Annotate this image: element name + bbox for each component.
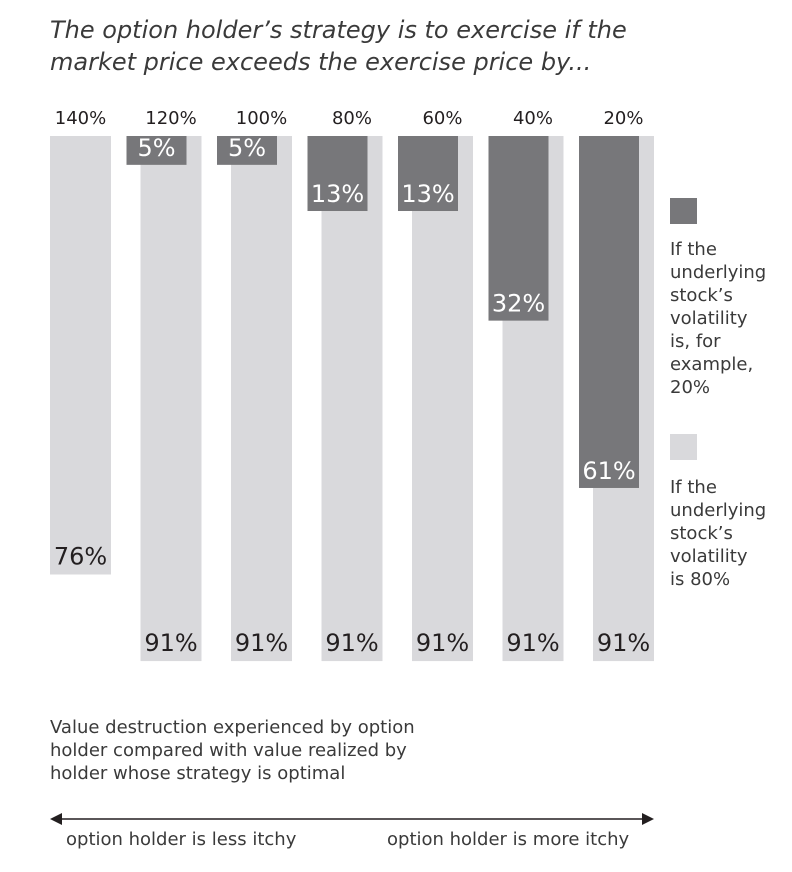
category-label: 80% bbox=[332, 108, 372, 129]
light-bar-value-label: 91% bbox=[597, 629, 650, 657]
dark-bar bbox=[579, 136, 639, 488]
dark-bar-value-label: 5% bbox=[137, 134, 175, 162]
legend-swatch-dark bbox=[670, 198, 697, 224]
legend-light-line: is 80% bbox=[670, 569, 731, 590]
axis-arrow-left-head bbox=[50, 813, 62, 825]
bars-layer: 140% 76% 120% 91% 5% 100% 91% 5% 80% 91% 13% 60% 91%… bbox=[50, 108, 654, 662]
category-label: 120% bbox=[145, 108, 196, 129]
dark-bar bbox=[217, 136, 277, 165]
legend-text-dark: If the underlying stock’s volatility is,… bbox=[670, 238, 785, 399]
legend-swatch-light bbox=[670, 434, 697, 460]
legend-dark-line: If the bbox=[670, 239, 717, 260]
light-bar bbox=[231, 136, 292, 662]
caption-line: holder whose strategy is optimal bbox=[50, 763, 346, 784]
dark-bar-value-label: 5% bbox=[228, 134, 266, 162]
itchiness-axis-arrow bbox=[50, 813, 654, 825]
legend-dark-line: example, bbox=[670, 354, 754, 375]
legend-text-light: If the underlying stock’s volatility is … bbox=[670, 476, 785, 591]
more-itchy-label: option holder is more itchy bbox=[387, 829, 630, 850]
dark-bar bbox=[488, 136, 549, 321]
legend-dark-line: volatility bbox=[670, 308, 748, 329]
chart-title: The option holder’s strategy is to exerc… bbox=[50, 14, 690, 78]
dark-bar bbox=[126, 136, 187, 165]
light-bar bbox=[412, 136, 473, 662]
light-bar bbox=[140, 136, 202, 662]
dark-bar bbox=[307, 136, 368, 212]
legend-dark-line: is, for bbox=[670, 331, 721, 352]
light-bar bbox=[321, 136, 383, 662]
light-bar-value-label: 91% bbox=[325, 629, 378, 657]
light-bar-value-label: 91% bbox=[235, 629, 288, 657]
legend-light-line: volatility bbox=[670, 546, 748, 567]
legend-light-line: underlying bbox=[670, 500, 767, 521]
legend-light-line: stock’s bbox=[670, 523, 733, 544]
chart-title-line-2: market price exceeds the exercise price … bbox=[50, 48, 592, 76]
dark-bar-value-label: 13% bbox=[311, 180, 364, 208]
less-itchy-label: option holder is less itchy bbox=[66, 829, 297, 850]
legend-light-line: If the bbox=[670, 477, 717, 498]
value-destruction-caption: Value destruction experienced by option … bbox=[50, 716, 470, 785]
chart-title-line-1: The option holder’s strategy is to exerc… bbox=[50, 16, 627, 44]
legend-dark-line: underlying bbox=[670, 262, 767, 283]
light-bar-value-label: 91% bbox=[144, 629, 197, 657]
dark-bar-value-label: 61% bbox=[582, 457, 635, 485]
category-label: 60% bbox=[422, 108, 462, 129]
axis-arrow-right-head bbox=[642, 813, 654, 825]
light-bar-value-label: 91% bbox=[416, 629, 469, 657]
category-label: 140% bbox=[55, 108, 106, 129]
light-bar bbox=[50, 136, 111, 575]
dark-bar-value-label: 32% bbox=[492, 290, 545, 318]
category-label: 40% bbox=[513, 108, 553, 129]
category-label: 20% bbox=[603, 108, 643, 129]
legend-dark-line: 20% bbox=[670, 377, 711, 398]
dark-bar-value-label: 13% bbox=[401, 180, 454, 208]
light-bar-value-label: 91% bbox=[506, 629, 559, 657]
caption-line: holder compared with value realized by bbox=[50, 740, 407, 761]
legend-dark-line: stock’s bbox=[670, 285, 733, 306]
light-bar-value-label: 76% bbox=[54, 543, 107, 571]
category-label: 100% bbox=[236, 108, 287, 129]
caption-line: Value destruction experienced by option bbox=[50, 717, 415, 738]
dark-bar bbox=[398, 136, 458, 212]
